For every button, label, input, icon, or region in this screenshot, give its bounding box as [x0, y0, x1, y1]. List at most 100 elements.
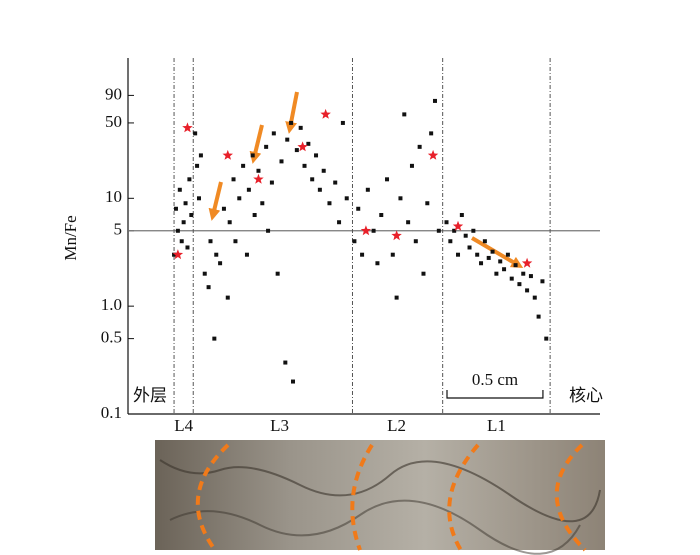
- star-point: [427, 149, 439, 160]
- star-point: [222, 149, 233, 160]
- data-point: [444, 220, 449, 225]
- data-point: [402, 112, 407, 117]
- star-point: [253, 173, 264, 184]
- star-point: [521, 257, 533, 268]
- data-point: [231, 177, 236, 182]
- data-point: [452, 228, 457, 233]
- data-point: [195, 163, 200, 168]
- data-point: [298, 125, 303, 130]
- data-point: [479, 261, 484, 266]
- data-point: [177, 187, 182, 192]
- data-point: [227, 220, 232, 225]
- data-point: [432, 98, 437, 103]
- data-point: [417, 144, 422, 149]
- data-point: [390, 252, 395, 257]
- y-tick-label: 10: [105, 187, 122, 206]
- star-point: [452, 220, 464, 231]
- data-point: [536, 314, 541, 319]
- star-point: [297, 141, 308, 152]
- data-point: [283, 360, 288, 365]
- data-point: [494, 271, 499, 276]
- data-point: [233, 239, 238, 244]
- data-point: [279, 159, 284, 164]
- data-point: [252, 213, 257, 218]
- data-point: [490, 249, 495, 254]
- data-point: [356, 206, 361, 211]
- data-point: [398, 196, 403, 201]
- data-point: [181, 220, 186, 225]
- zone-label: L3: [270, 416, 289, 435]
- data-point: [212, 336, 217, 341]
- data-point: [505, 252, 510, 257]
- star-point: [391, 230, 402, 241]
- star-point: [182, 122, 193, 133]
- star-point: [172, 249, 184, 260]
- data-point: [344, 196, 349, 201]
- y-tick-label: 1.0: [101, 295, 122, 314]
- data-point: [189, 213, 194, 218]
- data-point: [208, 239, 213, 244]
- data-point: [285, 137, 290, 142]
- star-point: [320, 108, 331, 119]
- data-point: [394, 295, 399, 300]
- data-point: [172, 252, 177, 257]
- data-point: [532, 295, 537, 300]
- data-point: [314, 153, 319, 158]
- data-point: [185, 245, 190, 250]
- data-point: [321, 168, 326, 173]
- data-point: [302, 163, 307, 168]
- data-point: [206, 285, 211, 290]
- data-point: [173, 206, 178, 211]
- y-tick-label: 0.1: [101, 403, 122, 422]
- data-point: [256, 168, 261, 173]
- zone-label: L4: [174, 416, 193, 435]
- data-point: [471, 228, 476, 233]
- data-point: [218, 261, 223, 266]
- data-point: [221, 206, 226, 211]
- data-point: [246, 187, 251, 192]
- outer-label: 外层: [133, 386, 167, 405]
- data-point: [294, 148, 299, 153]
- data-point: [310, 177, 315, 182]
- data-point: [509, 276, 514, 281]
- data-point: [385, 177, 390, 182]
- data-point: [193, 131, 198, 136]
- data-point: [429, 131, 434, 136]
- data-point: [365, 187, 370, 192]
- star-point: [360, 225, 372, 236]
- data-point: [271, 131, 276, 136]
- data-point: [264, 144, 269, 149]
- zone-label: L1: [487, 416, 506, 435]
- data-point: [498, 259, 503, 264]
- data-point: [269, 180, 274, 185]
- data-point: [409, 163, 414, 168]
- data-point: [525, 288, 530, 293]
- y-axis-label: Mn/Fe: [61, 215, 80, 260]
- data-point: [241, 163, 246, 168]
- data-point: [196, 196, 201, 201]
- y-tick-label: 5: [114, 220, 123, 239]
- data-point: [289, 120, 294, 125]
- data-point: [448, 239, 453, 244]
- data-point: [375, 261, 380, 266]
- data-point: [183, 201, 188, 206]
- y-tick-label: 50: [105, 112, 122, 131]
- data-point: [502, 267, 507, 272]
- data-point: [360, 252, 365, 257]
- y-tick-label: 0.5: [101, 328, 122, 347]
- zone-label: L2: [387, 416, 406, 435]
- data-point: [528, 274, 533, 279]
- data-point: [260, 201, 265, 206]
- data-point: [513, 263, 518, 268]
- data-point: [306, 141, 311, 146]
- data-point: [406, 220, 411, 225]
- data-point: [459, 213, 464, 218]
- data-point: [436, 228, 441, 233]
- data-point: [340, 120, 345, 125]
- data-point: [214, 252, 219, 257]
- data-point: [237, 196, 242, 201]
- data-point: [456, 252, 461, 257]
- data-point: [291, 379, 296, 384]
- data-point: [244, 252, 249, 257]
